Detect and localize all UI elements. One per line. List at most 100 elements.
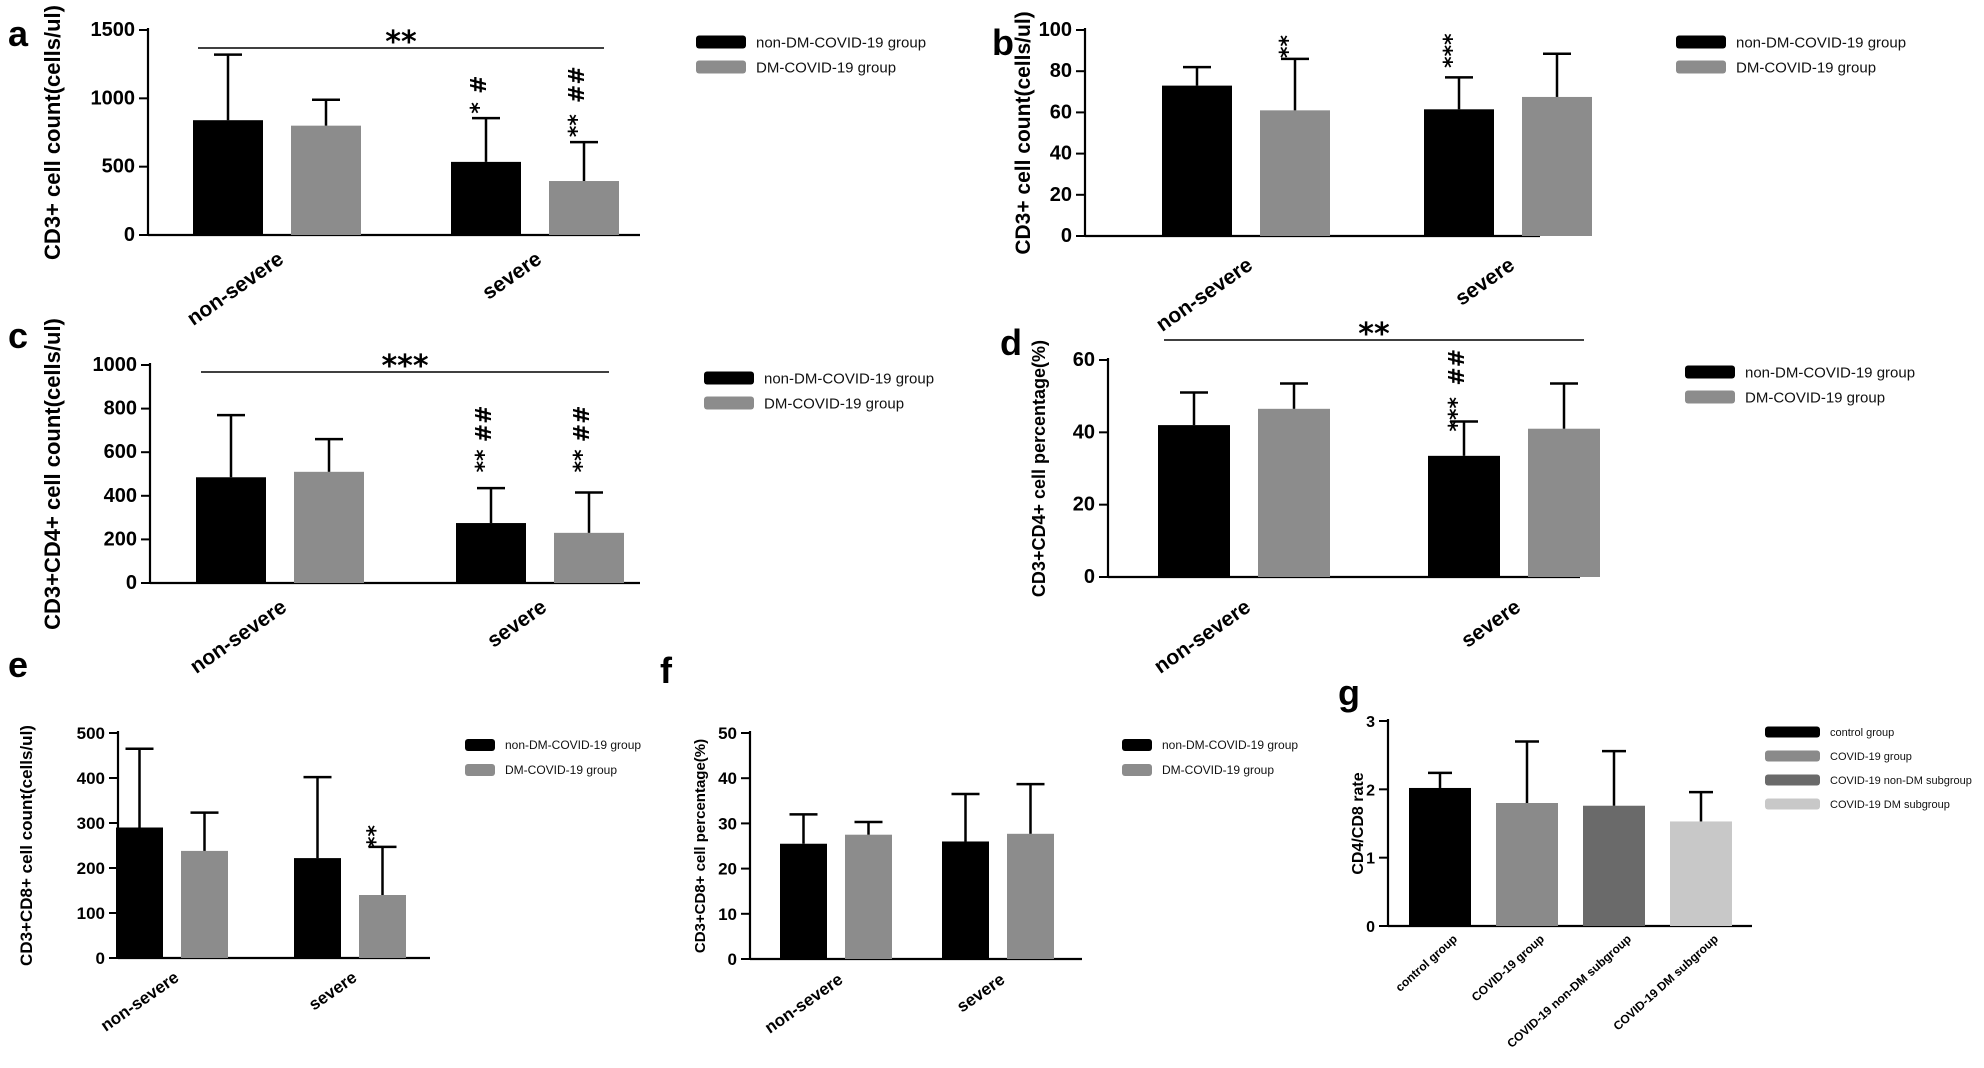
significance-marker: **: [570, 449, 595, 473]
chart-panel-c: c 0 200 400 600 800 1000 CD3+CD4+ cell count(ce…: [8, 315, 934, 678]
legend-label: non-DM-COVID-19 group: [1745, 364, 1915, 381]
legend-label: non-DM-COVID-19 group: [1736, 34, 1906, 51]
y-tick-label: 0: [124, 224, 135, 246]
y-tick-label: 200: [104, 528, 137, 550]
legend-label: non-DM-COVID-19 group: [764, 370, 934, 387]
bar: [845, 834, 892, 959]
bar: [294, 471, 364, 583]
significance-marker: **: [472, 449, 497, 473]
legend-swatch: [1676, 35, 1726, 49]
significance-marker: ##: [472, 405, 497, 442]
legend-label: DM-COVID-19 group: [1745, 389, 1885, 406]
significance-marker: ##: [565, 66, 590, 103]
legend-swatch: [1122, 739, 1152, 751]
x-category-label: severe: [1451, 253, 1519, 310]
y-tick-label: 0: [728, 950, 737, 969]
legend-label: COVID-19 DM subgroup: [1830, 799, 1950, 811]
panel-letter: b: [992, 22, 1014, 63]
y-tick-label: 60: [1073, 349, 1095, 371]
legend-swatch: [465, 739, 495, 751]
bar: [196, 477, 266, 583]
significance-marker: **: [565, 114, 590, 138]
y-tick-label: 500: [77, 724, 105, 743]
chart-panel-e: e 0 100 200 300 400 500 CD3+CD8+ cell count(cel…: [8, 644, 641, 1035]
legend-label: control group: [1830, 727, 1894, 739]
bar: [1424, 109, 1494, 236]
bar: [1258, 408, 1330, 577]
y-tick-label: 600: [104, 441, 137, 463]
y-tick-label: 20: [1073, 494, 1095, 516]
bar: [780, 843, 827, 959]
y-axis-title: CD3+CD4+ cell percentage(%): [1029, 340, 1049, 597]
y-tick-label: 60: [1050, 101, 1072, 123]
panel-letter: g: [1338, 672, 1360, 713]
panel-letter: d: [1000, 322, 1022, 363]
legend-label: COVID-19 group: [1830, 751, 1912, 763]
legend-label: DM-COVID-19 group: [1736, 59, 1876, 76]
legend-label: DM-COVID-19 group: [1162, 763, 1274, 777]
bar: [554, 532, 624, 583]
y-tick-label: 20: [718, 860, 737, 879]
chart-panel-a: a 0 500 1000 1500 CD3+ cell count(cells/ul) no…: [8, 5, 926, 330]
bar: [1583, 805, 1645, 926]
significance-marker: ***: [381, 349, 428, 384]
x-category-label: non-severe: [186, 595, 291, 678]
y-tick-label: 1500: [91, 19, 136, 41]
bar: [456, 523, 526, 583]
legend-label: DM-COVID-19 group: [764, 395, 904, 412]
legend-swatch: [1765, 774, 1820, 786]
legend-swatch: [696, 60, 746, 74]
significance-marker: #: [467, 75, 492, 93]
y-tick-label: 80: [1050, 60, 1072, 82]
x-category-label: non-severe: [1150, 595, 1255, 678]
significance-marker: **: [1276, 34, 1301, 58]
legend-swatch: [1765, 798, 1820, 810]
y-tick-label: 0: [1366, 919, 1375, 936]
legend-label: non-DM-COVID-19 group: [1162, 738, 1298, 752]
legend-swatch: [1676, 60, 1726, 74]
bar: [1528, 428, 1600, 577]
bar: [193, 120, 263, 235]
y-tick-label: 0: [1084, 566, 1095, 588]
significance-marker: ##: [1445, 349, 1470, 386]
y-tick-label: 0: [1061, 225, 1072, 247]
y-tick-label: 400: [104, 485, 137, 507]
x-category-label: severe: [305, 968, 360, 1014]
bar: [1158, 425, 1230, 577]
y-axis-title: CD3+CD4+ cell count(cells/ul): [40, 318, 65, 630]
x-category-label: severe: [478, 247, 546, 304]
y-tick-label: 0: [126, 572, 137, 594]
y-axis-title: CD3+ cell count(cells/ul): [1012, 11, 1035, 254]
legend-label: COVID-19 non-DM subgroup: [1830, 775, 1972, 787]
y-tick-label: 800: [104, 398, 137, 420]
chart-panel-d: d 0 20 40 60 CD3+CD4+ cell percentage(%) non-s…: [1000, 317, 1915, 678]
y-tick-label: 10: [718, 905, 737, 924]
y-tick-label: 1: [1366, 851, 1375, 868]
significance-marker: ##: [570, 405, 595, 442]
bar: [291, 125, 361, 235]
bar: [451, 161, 521, 235]
bar: [942, 841, 989, 959]
bar: [1522, 96, 1592, 236]
bar: [181, 850, 228, 958]
legend-label: DM-COVID-19 group: [505, 763, 617, 777]
bar: [294, 858, 341, 958]
y-axis-title: CD3+CD8+ cell percentage(%): [692, 739, 709, 953]
y-tick-label: 20: [1050, 184, 1072, 206]
y-axis-title: CD4/CD8 rate: [1350, 772, 1367, 874]
y-tick-label: 40: [718, 769, 737, 788]
significance-marker: **: [1358, 317, 1390, 352]
y-axis-title: CD3+CD8+ cell count(cells/ul): [17, 725, 36, 966]
significance-marker: **: [364, 825, 389, 849]
bar: [549, 181, 619, 235]
x-category-label: COVID-19 group: [1469, 932, 1547, 1004]
bar: [1670, 821, 1732, 926]
legend-swatch: [1685, 390, 1735, 404]
y-tick-label: 300: [77, 814, 105, 833]
bar: [1260, 110, 1330, 236]
legend-swatch: [1765, 750, 1820, 762]
panel-letter: a: [8, 13, 29, 54]
legend-label: non-DM-COVID-19 group: [756, 34, 926, 51]
